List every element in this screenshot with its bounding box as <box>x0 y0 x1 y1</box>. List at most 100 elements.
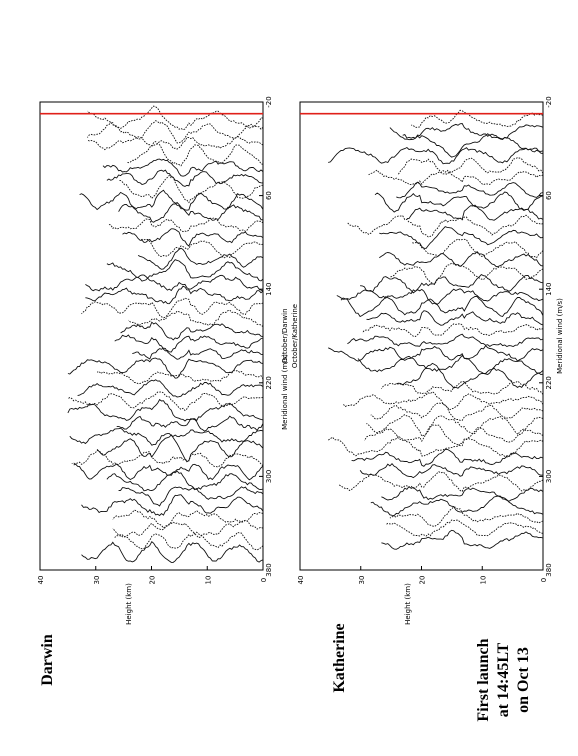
x-tick-label: -20 <box>545 96 553 107</box>
wind-profile-series <box>108 217 264 233</box>
x-tick-label: -20 <box>265 96 273 107</box>
x-tick-label: 140 <box>265 283 273 296</box>
wind-profile-series <box>379 226 544 249</box>
y-axis-label: Height (km) <box>404 583 412 625</box>
wind-profile-series <box>385 519 544 537</box>
y-tick-label: 10 <box>204 576 212 585</box>
y-tick-label: 20 <box>149 576 157 585</box>
chart-title: October/Darwin <box>281 308 289 363</box>
wind-profile-series <box>96 369 264 385</box>
wind-profile-series <box>106 259 264 282</box>
wind-profile-series <box>87 120 264 144</box>
wind-profile-series <box>128 309 264 328</box>
chart-darwin: -20 60 140 220 300 380 0 10 20 30 40 October/Darwi… <box>37 96 289 625</box>
chart-title: October/Katherine <box>291 304 299 368</box>
wind-profile-series <box>87 135 264 151</box>
wind-profile-series <box>396 362 544 389</box>
x-tick-label: 60 <box>265 191 273 200</box>
wind-profile-series <box>361 323 544 337</box>
wind-profile-series <box>328 345 544 362</box>
wind-profile-series <box>368 169 544 186</box>
wind-profile-series <box>120 321 264 341</box>
x-tick-label: 380 <box>265 563 273 576</box>
x-tick-label: 220 <box>265 376 273 389</box>
wind-profile-series <box>359 463 544 479</box>
wind-profile-series <box>398 157 544 175</box>
wind-profile-series <box>122 228 264 247</box>
wind-profile-series <box>347 333 544 348</box>
wind-profile-series <box>411 109 544 128</box>
wind-profile-series <box>102 158 264 177</box>
wind-profile-series <box>406 204 544 221</box>
x-tick-label: 140 <box>545 283 553 296</box>
wind-profile-series <box>402 133 544 158</box>
wind-profile-series <box>114 334 264 353</box>
wind-profile-series <box>396 181 544 199</box>
wind-profiles <box>40 105 264 563</box>
x-tick-label: 300 <box>545 470 553 483</box>
wind-profiles <box>300 109 544 550</box>
x-tick-label: 220 <box>545 376 553 389</box>
wind-profile-series <box>389 506 544 527</box>
wind-profile-series <box>139 238 264 259</box>
wind-profile-series <box>374 191 544 213</box>
wind-profile-series <box>106 169 264 187</box>
wind-profile-series <box>351 448 544 467</box>
wind-profile-series <box>73 463 264 481</box>
wind-profile-series <box>96 434 264 463</box>
y-tick-label: 10 <box>479 576 487 585</box>
wind-profile-series <box>342 391 544 411</box>
wind-profile-series <box>118 486 264 507</box>
wind-profile-series <box>126 141 264 167</box>
y-tick-label: 30 <box>93 576 101 585</box>
wind-profile-series <box>79 189 264 211</box>
wind-profile-series <box>364 424 544 447</box>
x-axis-label: Meridional wind (m/s) <box>556 298 564 374</box>
wind-profile-series <box>87 105 264 131</box>
wind-profile-series <box>411 238 544 259</box>
wind-profile-series <box>379 251 544 268</box>
x-tick-label: 60 <box>545 191 553 200</box>
launch-note-line-2: at 14:45LT <box>495 642 512 717</box>
wind-profile-series <box>328 146 544 165</box>
wind-profile-series <box>67 357 264 379</box>
wind-profile-series <box>116 415 264 432</box>
wind-profile-series <box>132 347 264 360</box>
wind-profile-series <box>112 509 264 529</box>
wind-profile-series <box>370 495 544 516</box>
wind-profile-series <box>366 310 544 326</box>
wind-profile-series <box>347 214 544 238</box>
wind-profile-series <box>366 414 544 437</box>
label-darwin: Darwin <box>39 634 56 686</box>
wind-profile-series <box>327 435 544 458</box>
y-tick-label: 40 <box>37 576 45 585</box>
wind-profile-series <box>118 201 264 223</box>
y-tick-label: 30 <box>358 576 366 585</box>
label-katherine: Katherine <box>331 623 348 692</box>
wind-profile-series <box>340 296 544 318</box>
wind-profile-series <box>360 274 544 294</box>
y-tick-label: 0 <box>540 578 548 582</box>
wind-profile-series <box>81 540 264 563</box>
wind-profile-series <box>67 398 264 422</box>
wind-profile-series <box>114 531 264 551</box>
x-axis-label: Meridional wind (m/s) <box>281 354 289 430</box>
chart-katherine: -20 60 140 220 300 380 0 10 20 30 40 October/Kathe… <box>291 96 564 625</box>
wind-profile-series <box>106 470 264 492</box>
launch-note-line-1: First launch <box>475 638 492 721</box>
wind-profile-series <box>81 297 264 319</box>
wind-profile-series <box>338 471 544 492</box>
y-axis-label: Height (km) <box>125 583 133 625</box>
x-tick-label: 300 <box>265 470 273 483</box>
wind-profile-series <box>112 520 264 539</box>
wind-profile-series <box>137 247 264 270</box>
wind-profile-series <box>77 379 264 398</box>
y-tick-label: 20 <box>419 576 427 585</box>
wind-profile-series <box>381 529 544 550</box>
launch-note-line-3: on Oct 13 <box>515 647 532 713</box>
wind-profile-series <box>389 262 544 286</box>
wind-profile-series <box>69 427 264 446</box>
x-tick-label: 380 <box>545 563 553 576</box>
wind-profile-series <box>336 288 544 306</box>
